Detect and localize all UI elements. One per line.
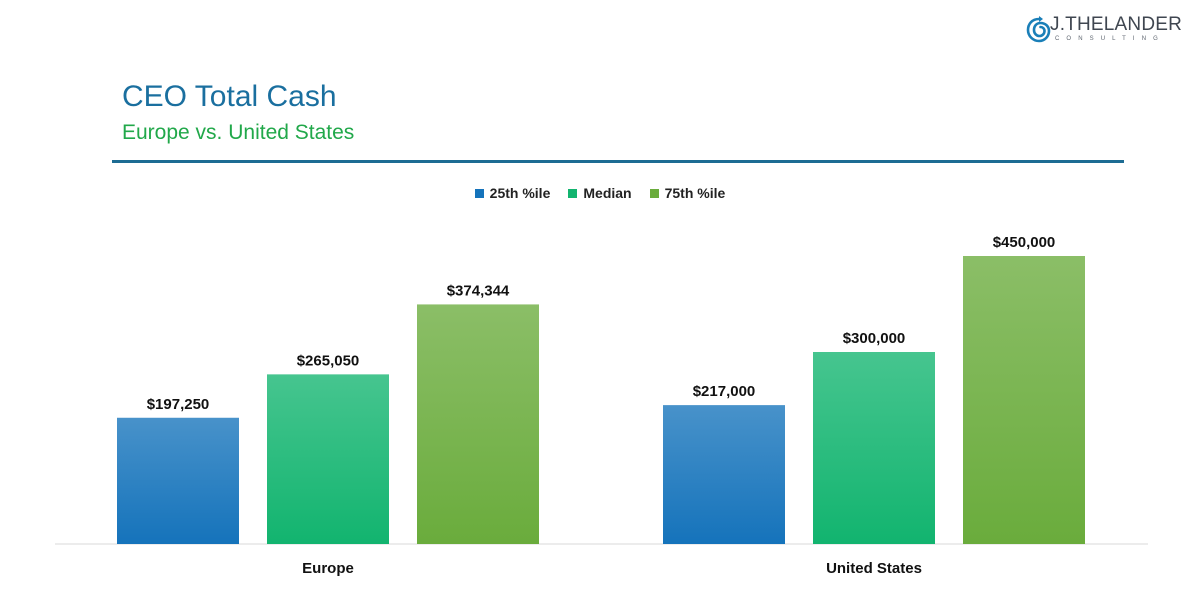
legend-item-25th-ile: 25th %ile xyxy=(474,185,551,201)
data-label-united-states-75th-ile: $450,000 xyxy=(993,234,1056,251)
bar-united-states-25th-ile xyxy=(663,405,785,544)
category-label-united-states: United States xyxy=(826,560,922,577)
data-label-united-states-25th-ile: $217,000 xyxy=(693,383,756,400)
legend-swatch xyxy=(649,188,659,198)
legend-label: Median xyxy=(583,185,632,201)
bar-europe-median xyxy=(267,374,389,544)
data-label-united-states-median: $300,000 xyxy=(843,330,906,347)
logo-tagline: CONSULTING xyxy=(1055,36,1165,42)
bar-europe-25th-ile xyxy=(117,417,239,544)
data-label-europe-75th-ile: $374,344 xyxy=(447,282,510,299)
legend-label: 25th %ile xyxy=(489,185,551,201)
data-label-europe-median: $265,050 xyxy=(297,352,360,369)
legend-label: 75th %ile xyxy=(664,185,726,201)
spiral-logo-icon xyxy=(1026,16,1051,43)
company-logo: J.THELANDER CONSULTING xyxy=(1026,14,1186,46)
data-label-europe-25th-ile: $197,250 xyxy=(147,396,210,413)
legend-swatch xyxy=(568,188,578,198)
legend-item-75th-ile: 75th %ile xyxy=(649,185,726,201)
bar-united-states-median xyxy=(813,352,935,544)
category-label-europe: Europe xyxy=(302,560,354,577)
legend-swatch xyxy=(474,188,484,198)
legend-item-median: Median xyxy=(568,185,632,201)
bar-united-states-75th-ile xyxy=(963,256,1085,544)
chart-subtitle: Europe vs. United States xyxy=(122,121,355,144)
chart-title: CEO Total Cash xyxy=(122,80,337,113)
bar-europe-75th-ile xyxy=(417,304,539,544)
logo-name: J.THELANDER xyxy=(1050,14,1183,35)
title-divider xyxy=(112,160,1124,163)
chart-legend: 25th %ile Median 75th %ile xyxy=(0,185,1200,201)
